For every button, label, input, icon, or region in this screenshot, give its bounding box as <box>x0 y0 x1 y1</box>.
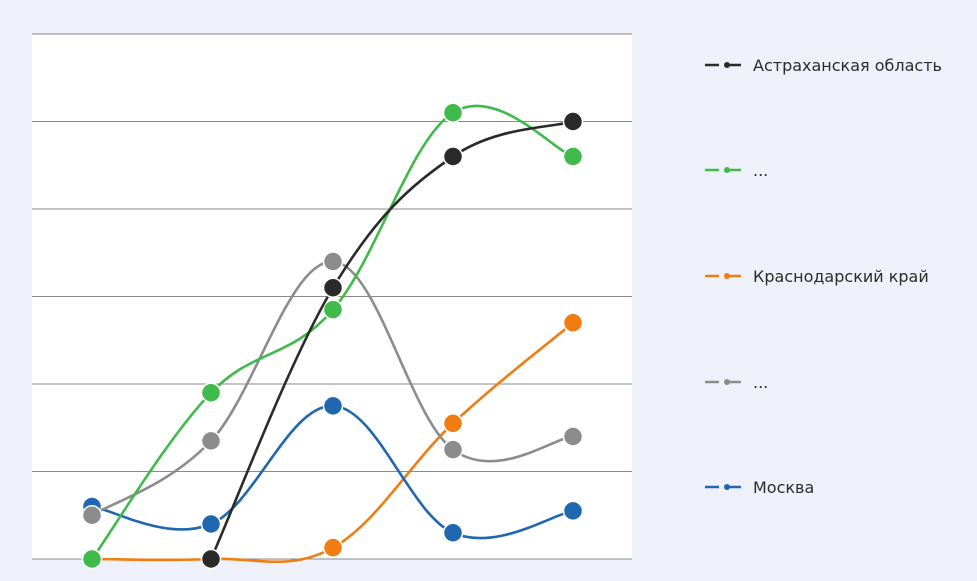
series-0 <box>200 111 584 570</box>
legend-item: Краснодарский край <box>705 266 929 286</box>
legend-marker <box>724 62 730 68</box>
data-point <box>442 102 464 123</box>
legend-marker <box>724 379 730 385</box>
series-line <box>209 120 575 561</box>
legend-marker <box>724 167 730 173</box>
data-point <box>442 439 464 460</box>
legend-label: Астраханская область <box>753 55 942 75</box>
legend-swatch <box>705 484 749 490</box>
data-point <box>562 500 584 522</box>
data-point <box>322 299 344 320</box>
legend-item: ... <box>705 372 768 392</box>
data-point <box>562 146 584 167</box>
data-point <box>442 522 464 543</box>
series-4 <box>81 395 584 543</box>
data-point <box>322 251 344 272</box>
legend-label: Краснодарский край <box>753 266 929 286</box>
data-point <box>200 513 222 535</box>
legend-marker <box>724 484 730 490</box>
data-point <box>442 413 464 434</box>
data-point <box>200 548 222 570</box>
data-point <box>200 382 222 403</box>
legend-swatch <box>705 273 749 279</box>
legend-swatch <box>705 167 749 173</box>
data-point <box>81 505 103 526</box>
data-point <box>562 426 584 447</box>
legend-item: ... <box>705 160 768 180</box>
series-line <box>90 321 575 563</box>
data-point <box>322 395 344 417</box>
legend-swatch <box>705 379 749 385</box>
data-point <box>322 537 344 558</box>
series-3 <box>81 251 584 526</box>
legend-label: Москва <box>753 477 815 497</box>
legend-label: ... <box>753 372 769 392</box>
legend-swatch <box>705 62 749 68</box>
data-point <box>562 312 584 333</box>
data-point <box>562 111 584 132</box>
data-point <box>200 430 222 452</box>
data-point <box>322 277 344 298</box>
legend-item: Москва <box>705 477 814 497</box>
data-point <box>442 146 464 167</box>
legend-item: Астраханская область <box>705 55 942 75</box>
legend-marker <box>724 273 730 279</box>
data-point <box>81 548 103 570</box>
legend-label: ... <box>753 160 769 180</box>
series-1 <box>81 102 584 570</box>
